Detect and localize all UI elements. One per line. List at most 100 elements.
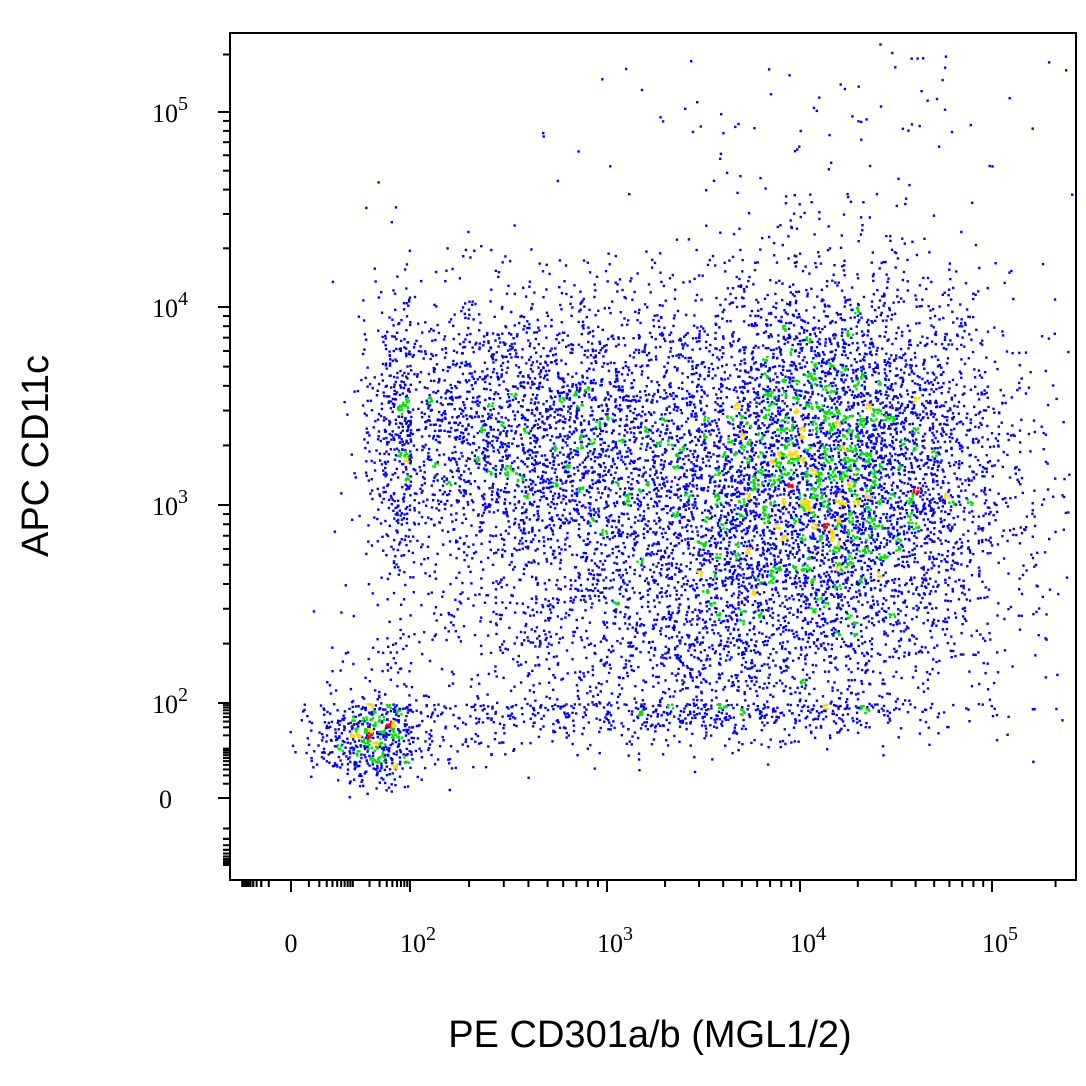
event-dot: [708, 602, 712, 606]
event-dot: [839, 313, 842, 316]
event-dot: [914, 506, 918, 510]
event-dot: [884, 260, 887, 264]
event-dot: [538, 262, 541, 265]
event-dot: [936, 447, 939, 450]
event-dot: [823, 452, 826, 455]
event-dot: [1068, 473, 1071, 476]
event-dot: [793, 529, 796, 533]
event-dot: [901, 402, 904, 406]
event-dot: [674, 646, 677, 649]
event-dot: [1004, 401, 1007, 405]
event-dot: [876, 397, 880, 401]
event-dot: [808, 333, 812, 336]
event-dot: [757, 314, 760, 318]
event-dot: [856, 273, 859, 276]
event-dot: [893, 458, 897, 462]
event-dot: [703, 330, 706, 333]
event-dot: [830, 643, 834, 646]
event-dot: [769, 652, 772, 656]
event-dot: [922, 276, 925, 280]
event-dot: [724, 644, 728, 647]
event-dot: [882, 617, 885, 620]
event-dot: [883, 359, 887, 362]
event-dot: [682, 505, 685, 508]
event-dot: [904, 419, 908, 423]
event-dot: [821, 559, 824, 563]
event-dot: [737, 449, 741, 452]
event-dot: [839, 445, 842, 448]
event-dot: [887, 459, 890, 462]
event-dot: [879, 466, 882, 469]
event-dot: [757, 424, 760, 428]
event-dot: [828, 384, 831, 387]
event-dot: [880, 575, 883, 579]
event-dot: [768, 404, 771, 407]
event-dot: [908, 183, 911, 187]
event-dot: [958, 370, 962, 373]
event-dot: [741, 568, 744, 571]
event-dot: [758, 439, 762, 442]
event-dot: [778, 346, 781, 349]
event-dot: [848, 707, 851, 710]
event-dot: [866, 416, 869, 419]
event-dot: [960, 325, 964, 328]
event-dot: [840, 289, 844, 292]
event-dot: [870, 704, 873, 707]
event-dot: [871, 424, 874, 427]
event-dot: [923, 537, 927, 540]
event-dot: [948, 528, 952, 532]
event-dot: [818, 535, 821, 538]
event-dot: [964, 323, 967, 327]
event-dot: [814, 416, 817, 420]
event-dot: [932, 214, 936, 217]
event-dot: [946, 550, 950, 553]
event-dot: [748, 275, 751, 279]
event-dot: [701, 618, 705, 621]
event-dot: [933, 473, 936, 476]
event-dot: [885, 580, 888, 583]
event-dot: [759, 316, 763, 319]
event-dot: [857, 526, 860, 529]
event-dot: [807, 370, 810, 374]
event-dot: [838, 584, 842, 587]
event-dot: [878, 435, 881, 438]
event-dot: [805, 653, 809, 656]
event-dot: [929, 402, 932, 405]
event-dot: [762, 363, 765, 367]
event-dot: [885, 325, 888, 328]
event-dot: [787, 524, 791, 528]
event-dot: [809, 464, 812, 467]
event-dot: [781, 424, 784, 427]
event-dot: [878, 469, 881, 472]
event-dot: [795, 408, 798, 411]
event-dot: [793, 294, 796, 298]
event-dot: [982, 637, 985, 640]
event-dot: [806, 500, 810, 503]
event-dot: [985, 391, 988, 395]
event-dot: [815, 435, 818, 439]
event-dot: [891, 466, 894, 469]
event-dot: [746, 590, 750, 593]
event-dot: [769, 536, 772, 540]
event-dot: [863, 482, 866, 485]
event-dot: [757, 574, 760, 578]
event-dot: [841, 488, 845, 492]
event-dot: [845, 416, 848, 419]
event-dot: [693, 498, 697, 501]
event-dot: [698, 468, 702, 472]
event-dot: [857, 393, 860, 396]
event-dot: [915, 305, 918, 308]
event-dot: [784, 625, 788, 628]
event-dot: [796, 474, 799, 478]
event-dot: [911, 582, 914, 586]
event-dot: [847, 549, 850, 553]
event-dot: [813, 332, 816, 335]
event-dot: [803, 704, 806, 707]
event-dot: [788, 285, 791, 288]
event-dot: [943, 558, 946, 561]
event-dot: [743, 557, 746, 561]
event-dot: [859, 449, 862, 452]
event-dot: [810, 287, 813, 290]
event-dot: [755, 401, 758, 404]
event-dot: [905, 494, 908, 497]
